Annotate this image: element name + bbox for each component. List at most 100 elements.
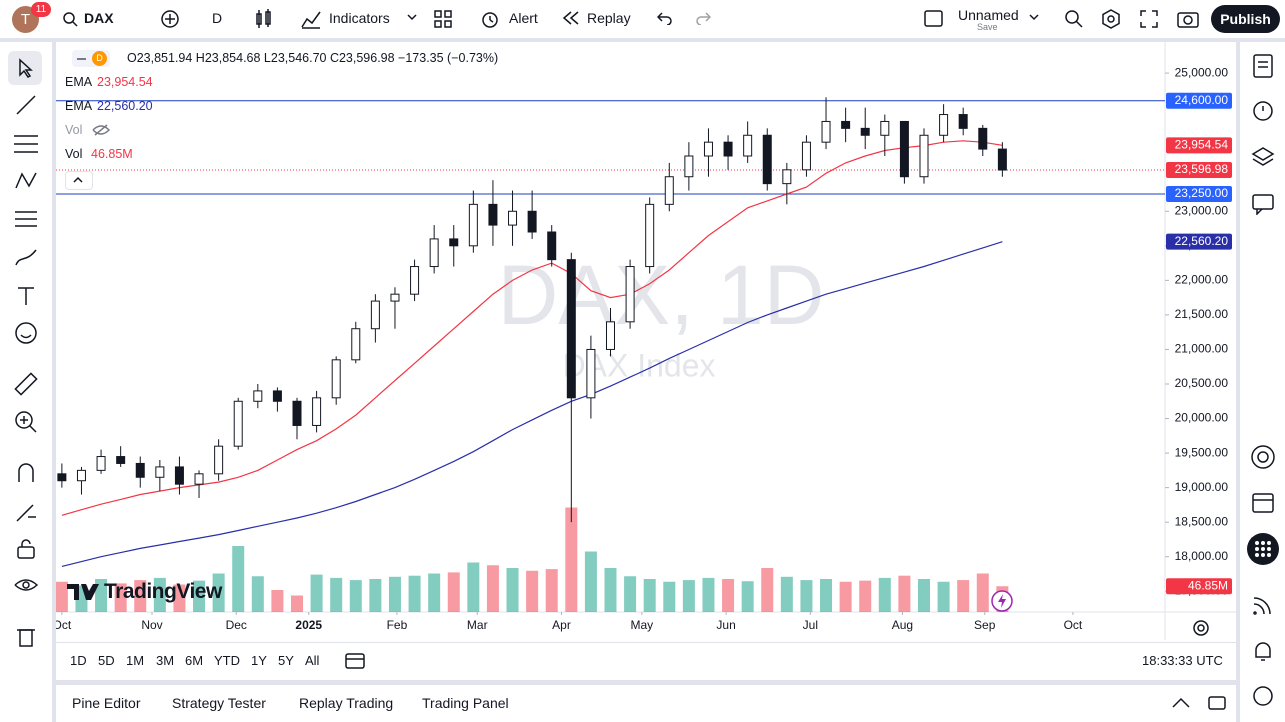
timeframe-button[interactable]: 1D (70, 653, 87, 668)
panel-tab[interactable]: Pine Editor (72, 695, 141, 711)
symbol[interactable]: DAX (84, 10, 114, 26)
layouts-icon[interactable] (434, 10, 452, 28)
candle-body (723, 141, 733, 157)
price-label-bg (1166, 137, 1232, 154)
publish-button[interactable]: Publish (1211, 5, 1280, 33)
panel-tab[interactable]: Replay Trading (299, 695, 394, 711)
chevron[interactable] (407, 14, 417, 22)
candle-body (214, 445, 224, 475)
panel-tab[interactable]: Strategy Tester (172, 695, 266, 711)
timeframe-button[interactable]: 1Y (251, 653, 267, 668)
settings-icon[interactable] (1101, 9, 1121, 29)
interval[interactable]: D (212, 10, 223, 26)
chart-settings-icon[interactable] (1192, 619, 1210, 637)
text-tool[interactable] (16, 285, 36, 307)
panel-maximize-icon[interactable] (1208, 694, 1226, 712)
volume-bar (251, 576, 264, 612)
zoom-tool[interactable] (14, 410, 38, 434)
alert-icon[interactable] (480, 9, 500, 29)
candle-body (488, 203, 498, 226)
alert-button[interactable]: Alert (509, 10, 538, 26)
magnet-tool[interactable] (15, 462, 37, 484)
volume-bar (820, 579, 833, 612)
alerts-icon[interactable] (1251, 98, 1275, 122)
layout-icon[interactable] (924, 10, 944, 28)
watchlist-icon[interactable] (1252, 54, 1274, 78)
chat-icon[interactable] (1251, 193, 1275, 215)
x-tick-label: Jun (716, 618, 735, 632)
timeframe-button[interactable]: 3M (156, 653, 175, 668)
x-tick-label: 2025 (295, 618, 322, 632)
layout-name[interactable]: Unnamed (958, 7, 1019, 23)
ideas-icon[interactable] (1250, 444, 1276, 470)
fullscreen-icon[interactable] (1140, 10, 1158, 28)
trend-line-tool[interactable] (15, 94, 37, 116)
date-range-icon[interactable] (345, 651, 365, 669)
candle-body (390, 293, 400, 302)
timeframe-button[interactable]: 5D (98, 653, 115, 668)
search-icon[interactable] (62, 11, 78, 27)
add-symbol-icon[interactable] (160, 9, 180, 29)
lightning-icon[interactable] (990, 589, 1014, 613)
candle-body (449, 238, 459, 247)
chart-type-icon[interactable] (255, 9, 273, 29)
candle-body (841, 120, 851, 129)
pattern-tool[interactable] (14, 170, 38, 192)
x-tick-label: Sep (974, 618, 996, 632)
notification-badge: 11 (31, 2, 51, 17)
volume-bar (467, 562, 480, 612)
volume-bar (545, 569, 558, 612)
legend-collapse[interactable] (65, 171, 93, 190)
candle-body (958, 114, 968, 129)
volume-bar (702, 577, 715, 612)
legend-toggle-bar (77, 58, 86, 60)
fib-tool[interactable] (13, 133, 39, 155)
volume-bar (682, 580, 695, 612)
trash-tool[interactable] (16, 626, 36, 648)
visibility-tool[interactable] (14, 575, 38, 595)
y-tick-label: 23,000.00 (1175, 203, 1229, 217)
timeframe-button[interactable]: 5Y (278, 653, 294, 668)
cursor-tool[interactable] (15, 58, 35, 78)
replay-button[interactable]: Replay (587, 10, 631, 26)
hidden-eye-icon[interactable] (92, 124, 110, 136)
timeframe-button[interactable]: All (305, 653, 320, 668)
lock-tool[interactable] (16, 538, 36, 560)
volume-bar (957, 580, 970, 612)
forecast-tool[interactable] (14, 208, 38, 230)
timeframe-button[interactable]: 1M (126, 653, 145, 668)
help-icon[interactable] (1252, 685, 1274, 707)
panel-tab[interactable]: Trading Panel (422, 695, 509, 711)
indicators-icon[interactable] (301, 9, 321, 29)
emoji-tool[interactable] (14, 321, 38, 345)
replay-icon[interactable] (562, 11, 580, 25)
snapshot-icon[interactable] (1177, 9, 1199, 29)
volume-bar (506, 568, 519, 612)
candle-body (664, 176, 674, 205)
price-label: 23,596.98 (1175, 162, 1229, 176)
notifications-icon[interactable] (1252, 640, 1274, 662)
draw-mode-tool[interactable] (14, 500, 38, 524)
indicators-button[interactable]: Indicators (329, 10, 390, 26)
candle-body (547, 231, 557, 261)
chevron[interactable] (1029, 14, 1039, 22)
candle-body (57, 473, 67, 482)
stream-icon[interactable] (1252, 594, 1274, 616)
calendar-icon[interactable] (1251, 490, 1275, 514)
redo-icon[interactable] (695, 11, 711, 25)
timeframe-button[interactable]: YTD (214, 653, 240, 668)
timeframe-button[interactable]: 6M (185, 653, 204, 668)
y-tick-label: 19,000.00 (1175, 480, 1229, 494)
volume-bar (780, 576, 793, 612)
products-icon[interactable] (1247, 533, 1279, 565)
panel-expand-icon[interactable] (1172, 697, 1190, 709)
volume-bar (232, 546, 245, 612)
ruler-tool[interactable] (14, 372, 38, 396)
data-window-icon[interactable] (1251, 146, 1275, 168)
candle-body (801, 141, 811, 171)
quick-search-icon[interactable] (1064, 9, 1084, 29)
candle-body (880, 120, 890, 136)
volume-bar (937, 581, 950, 612)
undo-icon[interactable] (657, 11, 673, 25)
brush-tool[interactable] (14, 247, 38, 269)
